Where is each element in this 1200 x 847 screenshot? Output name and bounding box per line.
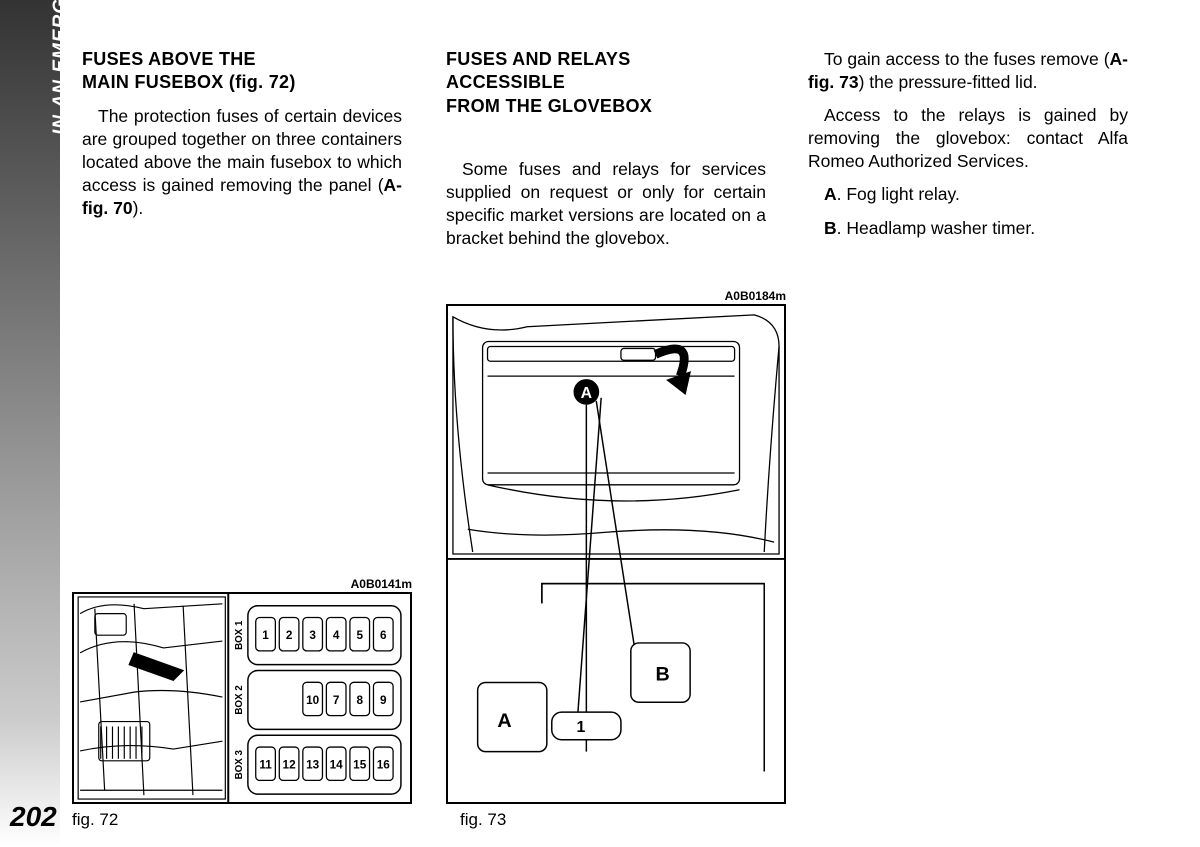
svg-text:1: 1	[262, 629, 269, 642]
column-2: FUSES AND RELAYS ACCESSIBLE FROM THE GLO…	[446, 48, 766, 261]
svg-text:B: B	[656, 663, 670, 685]
col2-heading-line2: ACCESSIBLE	[446, 72, 565, 92]
svg-text:16: 16	[377, 759, 391, 772]
col3-itemB-text: . Headlamp washer timer.	[837, 218, 1035, 238]
svg-text:14: 14	[330, 759, 344, 772]
svg-text:11: 11	[259, 759, 272, 772]
fig73-svg: A A B 1	[448, 306, 784, 802]
svg-text:8: 8	[356, 694, 363, 707]
svg-text:15: 15	[353, 759, 367, 772]
svg-text:5: 5	[356, 629, 363, 642]
col3-itemA-label: A	[824, 184, 837, 204]
svg-text:1: 1	[576, 719, 585, 736]
fig72-caption: fig. 72	[72, 810, 118, 830]
svg-text:3: 3	[309, 629, 316, 642]
col3-item-a: A. Fog light relay.	[808, 183, 1128, 206]
svg-text:2: 2	[286, 629, 293, 642]
svg-text:BOX 2: BOX 2	[234, 685, 245, 715]
svg-text:7: 7	[333, 694, 340, 707]
column-3: To gain access to the fuses remove (A-fi…	[808, 48, 1128, 250]
section-title-vertical: IN AN EMERGENCY	[50, 0, 72, 135]
col1-heading-line2: MAIN FUSEBOX (fig. 72)	[82, 72, 296, 92]
column-1: FUSES ABOVE THE MAIN FUSEBOX (fig. 72) T…	[82, 48, 402, 230]
svg-text:10: 10	[306, 694, 320, 707]
col3-item-b: B. Headlamp washer timer.	[808, 217, 1128, 240]
col3-paragraph-2: Access to the relays is gained by removi…	[808, 104, 1128, 173]
col3-p2: Access to the relays is gained by removi…	[808, 105, 1128, 171]
svg-text:BOX 1: BOX 1	[234, 620, 245, 650]
fig73-code: A0B0184m	[718, 289, 786, 303]
svg-text:BOX 3: BOX 3	[234, 749, 245, 779]
col2-heading-line3: FROM THE GLOVEBOX	[446, 96, 652, 116]
col2-p1: Some fuses and relays for services suppl…	[446, 159, 766, 248]
svg-text:A: A	[581, 385, 592, 402]
svg-text:4: 4	[333, 629, 340, 642]
col1-p1a: The protection fuses of certain devices …	[82, 106, 402, 195]
figure-73: A A B 1	[446, 304, 786, 804]
col1-p1c: ).	[133, 198, 144, 218]
svg-text:6: 6	[380, 629, 387, 642]
svg-text:13: 13	[306, 759, 320, 772]
col3-paragraph-1: To gain access to the fuses remove (A-fi…	[808, 48, 1128, 94]
fig72-code: A0B0141m	[344, 577, 412, 591]
col2-heading-line1: FUSES AND RELAYS	[446, 49, 631, 69]
col2-heading: FUSES AND RELAYS ACCESSIBLE FROM THE GLO…	[446, 48, 766, 118]
col1-heading-line1: FUSES ABOVE THE	[82, 49, 256, 69]
fig73-caption: fig. 73	[460, 810, 506, 830]
col3-itemA-text: . Fog light relay.	[837, 184, 960, 204]
figure-72: BOX 1 BOX 2 BOX 3 1234561078911121314151…	[72, 592, 412, 804]
svg-text:12: 12	[283, 759, 297, 772]
svg-text:A: A	[497, 710, 511, 732]
fig72-svg: BOX 1 BOX 2 BOX 3 1234561078911121314151…	[74, 594, 410, 802]
col3-itemB-label: B	[824, 218, 837, 238]
svg-text:9: 9	[380, 694, 387, 707]
page-number: 202	[10, 801, 57, 833]
col1-paragraph: The protection fuses of certain devices …	[82, 105, 402, 220]
col3-p1c: ) the pressure-fitted lid.	[859, 72, 1038, 92]
col3-p1a: To gain access to the fuses remove (	[824, 49, 1110, 69]
col2-paragraph: Some fuses and relays for services suppl…	[446, 158, 766, 250]
col1-heading: FUSES ABOVE THE MAIN FUSEBOX (fig. 72)	[82, 48, 402, 95]
